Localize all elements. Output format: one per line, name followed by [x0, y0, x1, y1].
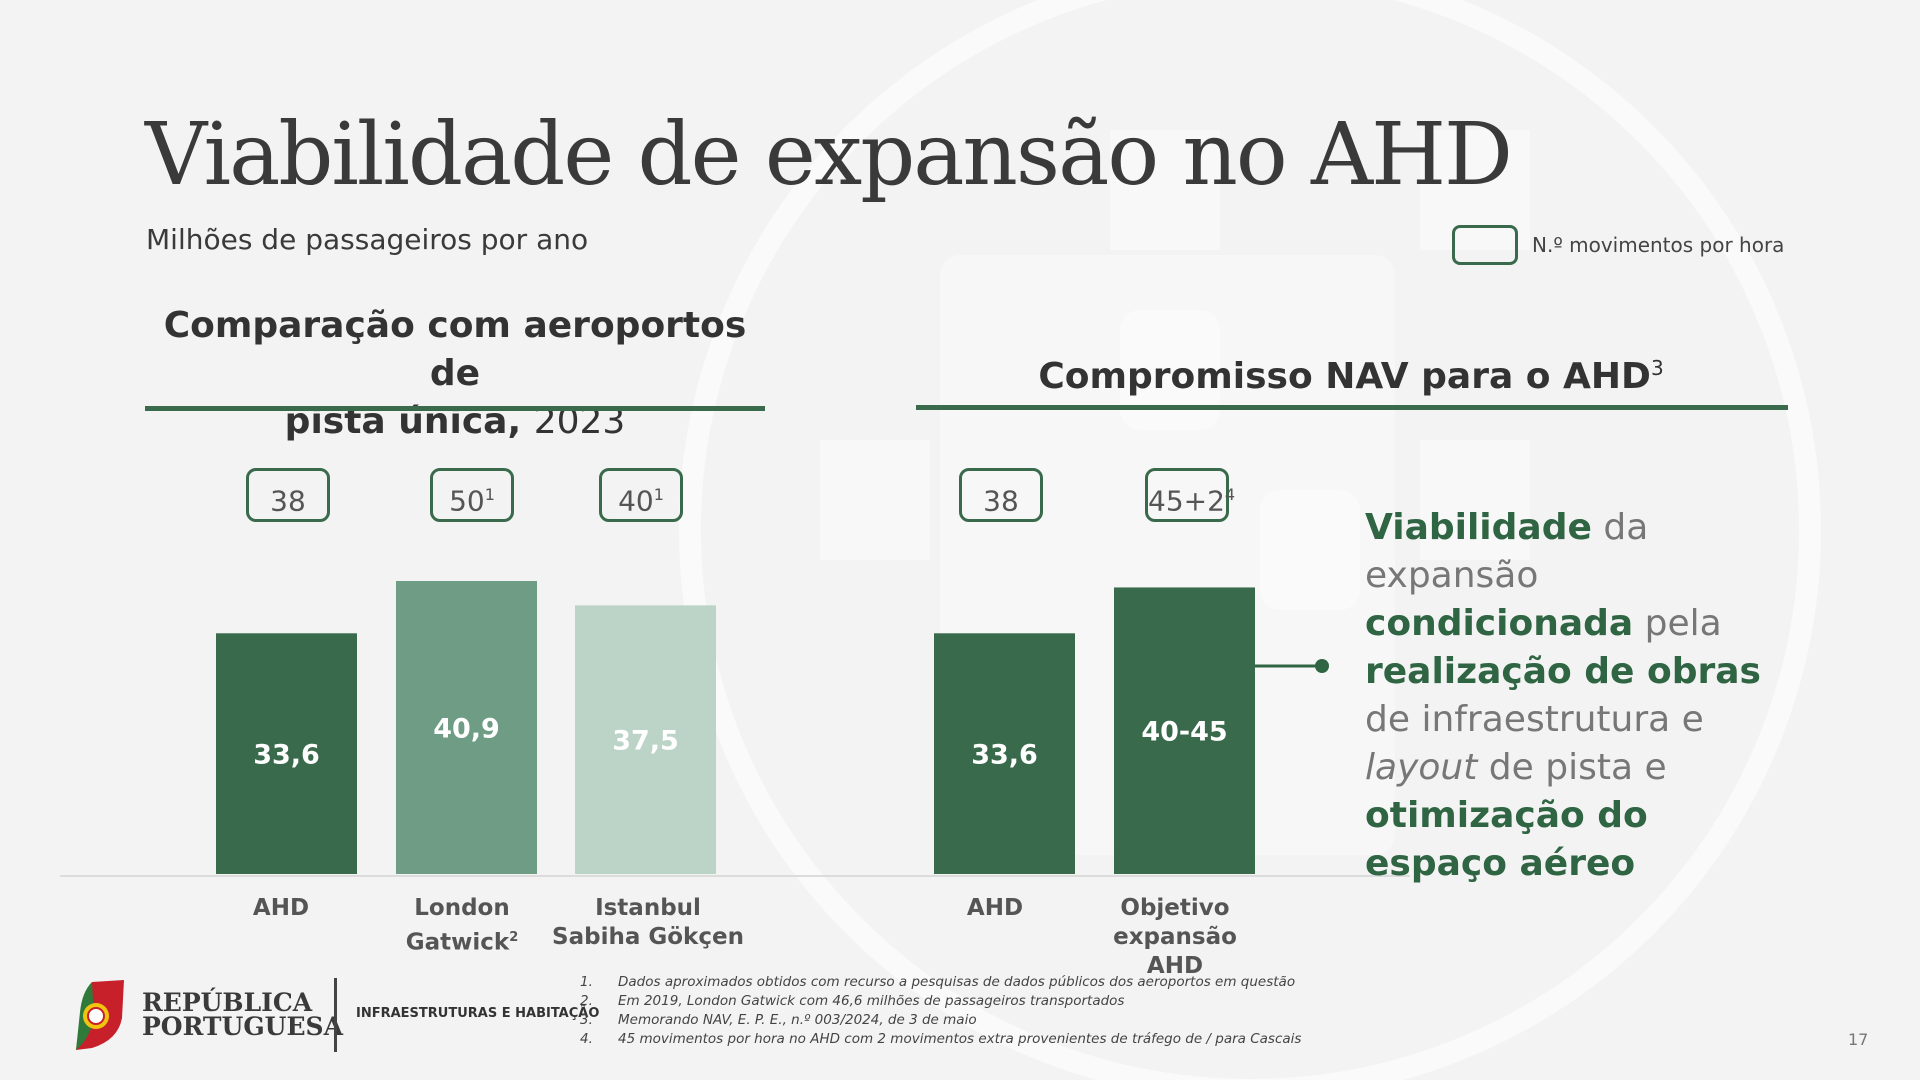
ministry-label: INFRAESTRUTURAS E HABITAÇÃO — [356, 1006, 600, 1021]
x-tick-label: AHD — [966, 895, 1024, 921]
legend-swatch — [1452, 225, 1518, 265]
page-title: Viabilidade de expansão no AHD — [145, 105, 1513, 205]
bar — [396, 581, 537, 874]
bar — [934, 633, 1075, 874]
movements-value: 45+2 — [1148, 484, 1225, 518]
movements-sup: 1 — [484, 485, 495, 504]
callout-connector-dot — [1315, 659, 1329, 673]
right-section-title: Compromisso NAV para o AHD3 — [916, 344, 1786, 401]
movements-box-gatwick: 501 — [430, 468, 514, 522]
movements-value: 50 — [449, 484, 485, 518]
bar-value-label: 40-45 — [1141, 717, 1227, 748]
chart-subtitle: Milhões de passageiros por ano — [146, 223, 589, 256]
bar-value-label: 37,5 — [612, 726, 679, 757]
x-tick-label: Istanbul Sabiha Gökçen — [552, 895, 744, 950]
footnote: 3. Memorando NAV, E. P. E., n.º 003/2024,… — [580, 1012, 977, 1028]
movements-box-expansion: 45+24 — [1145, 468, 1235, 522]
bar — [216, 633, 357, 874]
movements-box-istanbul: 401 — [599, 468, 683, 522]
left-section-rule — [145, 406, 765, 411]
bar-value-label: 33,6 — [253, 740, 320, 771]
movements-value: 38 — [983, 484, 1019, 518]
bar-value-label: 33,6 — [971, 740, 1038, 771]
right-section-rule — [916, 405, 1788, 410]
footnote: 1. Dados aproximados obtidos com recurso … — [580, 974, 1296, 990]
logo-divider — [334, 978, 337, 1052]
right-section-title-text: Compromisso NAV para o AHD — [1038, 356, 1651, 397]
page-number: 17 — [1848, 1030, 1869, 1049]
bar — [1114, 587, 1255, 874]
x-tick-label: Objetivo expansão AHD — [1113, 895, 1237, 979]
legend-label: N.º movimentos por hora — [1532, 233, 1785, 257]
movements-value: 40 — [618, 484, 654, 518]
footnote: 2. Em 2019, London Gatwick com 46,6 milhõ… — [580, 993, 1125, 1009]
movements-sup: 1 — [653, 485, 664, 504]
bar-value-label: 40,9 — [433, 714, 500, 745]
republica-portuguesa-emblem-icon — [76, 980, 124, 1050]
left-section-title: Comparação com aeroportos de pista única… — [145, 302, 765, 446]
footnotes: 1. Dados aproximados obtidos com recurso … — [580, 973, 1301, 1049]
logo-text: REPÚBLICA PORTUGUESA — [142, 988, 343, 1041]
footnote: 4. 45 movimentos por hora no AHD com 2 mo… — [580, 1031, 1302, 1047]
movements-box-ahd: 38 — [246, 468, 330, 522]
callout-text: Viabilidade da expansão condicionada pel… — [1365, 507, 1761, 884]
x-tick-label: AHD — [252, 895, 310, 921]
x-tick-label: London Gatwick2 — [405, 895, 519, 956]
left-section-title-line1: Comparação com aeroportos de — [163, 305, 747, 394]
bar — [575, 605, 716, 874]
movements-value: 38 — [270, 484, 306, 518]
movements-box-ahd-nav: 38 — [959, 468, 1043, 522]
right-section-footnote-ref: 3 — [1650, 356, 1664, 380]
movements-sup: 4 — [1224, 485, 1236, 504]
